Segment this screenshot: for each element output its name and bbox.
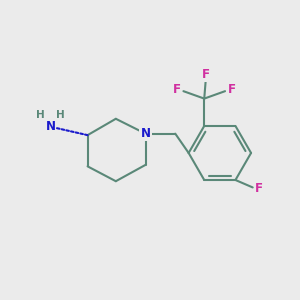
Text: H: H — [56, 110, 64, 120]
Text: F: F — [202, 68, 210, 81]
Text: F: F — [255, 182, 263, 195]
Text: N: N — [45, 120, 56, 133]
Text: H: H — [36, 110, 45, 120]
Text: N: N — [140, 127, 151, 140]
Text: F: F — [228, 83, 236, 96]
Text: F: F — [173, 83, 181, 96]
